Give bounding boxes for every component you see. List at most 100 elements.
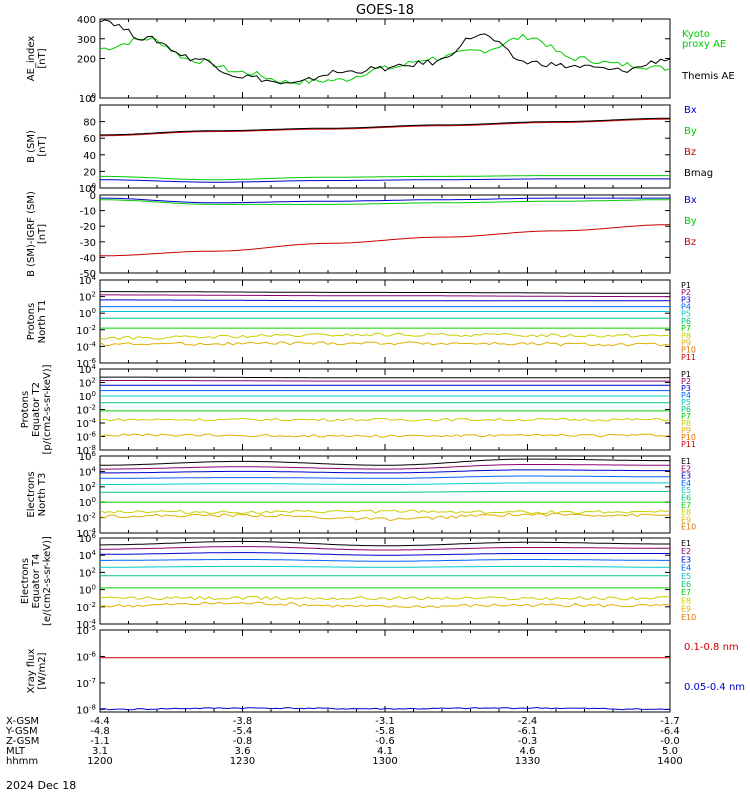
y-tick-label: -30 <box>80 238 96 249</box>
legend-label: P7 <box>681 324 691 333</box>
time-axis-value: -0.0 <box>660 736 680 747</box>
y-axis-label: [nT] <box>37 136 48 156</box>
time-axis: X-GSM -4.4 -3.8 -3.1 -2.4 -1.7 Y-GSM -4.8 -5.4 -5… <box>5 716 683 767</box>
y-tick-label: 10-4 <box>76 527 96 540</box>
legend-label: E1 <box>681 539 691 548</box>
y-axis-label: [nT] <box>37 224 48 244</box>
legend-label: E8 <box>681 508 691 517</box>
time-axis-value: -0.3 <box>518 736 538 747</box>
legend-label: E9 <box>681 515 691 524</box>
legend-label: E2 <box>681 464 691 473</box>
y-tick-label: 10-2 <box>76 512 96 525</box>
time-axis-value: -0.8 <box>233 736 253 747</box>
time-axis-value: 3.1 <box>92 746 108 757</box>
legend-label: E5 <box>681 572 691 581</box>
y-tick-label: 100 <box>79 390 96 403</box>
legend-label: P2 <box>681 288 691 297</box>
time-axis-value: -3.1 <box>375 716 395 727</box>
legend-label: P10 <box>681 433 696 442</box>
time-axis-row-label: MLT <box>6 746 26 757</box>
legend-label: P10 <box>681 346 696 355</box>
panel-8: 10-8 10-7 10-6 10-5 Xray flux [W/m2] 0.1-0.8 n… <box>26 624 745 716</box>
legend-label: P4 <box>681 391 691 400</box>
y-axis-label: [e/(cm2-s-sr-keV)] <box>42 536 53 626</box>
legend-label: E10 <box>681 523 696 532</box>
time-axis-value: 5.0 <box>662 746 678 757</box>
y-axis-label: North T3 <box>37 473 48 517</box>
legend-label: By <box>684 216 697 227</box>
y-tick-label: 10-4 <box>76 618 96 631</box>
y-axis-label: Equator T4 <box>31 554 42 609</box>
series-line <box>100 299 670 302</box>
time-axis-value: 1330 <box>515 756 540 767</box>
time-axis-value: 3.6 <box>235 746 251 757</box>
y-tick-label: 10-4 <box>76 340 96 353</box>
series-line <box>100 458 670 466</box>
y-axis-label: [p/(cm2-s-sr-keV)] <box>42 364 53 454</box>
y-tick-label: 0 <box>90 184 96 195</box>
series-line <box>100 540 670 547</box>
y-tick-label: 80 <box>83 118 96 129</box>
time-axis-value: -4.8 <box>90 726 110 737</box>
series-line <box>99 332 671 341</box>
legend-label: P11 <box>681 353 696 362</box>
series-line <box>100 552 670 556</box>
panel-frame <box>99 537 671 625</box>
legend-label: E7 <box>681 501 691 510</box>
legend-label: Bz <box>684 147 696 158</box>
y-axis-label: B (SM)-IGRF (SM) <box>26 191 37 277</box>
y-tick-label: 10-5 <box>76 624 96 637</box>
legend-label: Bmag <box>684 168 713 179</box>
legend-label: Kyoto <box>682 29 710 40</box>
y-tick-label: 10-4 <box>76 417 96 430</box>
legend-label: P1 <box>681 370 691 379</box>
legend-label: Bz <box>684 237 696 248</box>
series-line <box>100 482 670 485</box>
y-tick-label: 20 <box>83 167 96 178</box>
y-tick-label: 10-6 <box>76 431 96 444</box>
panel-4: 10-6 10-4 10-2 100 102 104 Protons North T1 P1P2… <box>26 274 696 370</box>
legend-label: E8 <box>681 596 691 605</box>
series-line <box>99 512 671 522</box>
series-line <box>100 376 670 379</box>
legend-label: P11 <box>681 440 696 449</box>
series-line <box>99 509 671 515</box>
legend-label: E6 <box>681 494 691 503</box>
y-axis-label: North T1 <box>37 300 48 344</box>
y-tick-label: 0 <box>90 191 96 202</box>
legend-label: By <box>684 126 697 137</box>
y-tick-label: 104 <box>79 549 97 562</box>
series-line <box>100 559 670 562</box>
legend-label: E3 <box>681 555 691 564</box>
series-line <box>100 565 670 568</box>
series-line <box>100 117 670 136</box>
time-axis-row-label: Z-GSM <box>6 736 39 747</box>
panel-frame <box>99 194 671 274</box>
legend-label: P3 <box>681 384 691 393</box>
legend-label: P8 <box>681 419 691 428</box>
y-tick-label: 100 <box>79 182 96 195</box>
y-tick-label: 200 <box>77 55 96 66</box>
legend-label: E6 <box>681 580 691 589</box>
time-axis-value: 1400 <box>657 756 682 767</box>
y-axis-label: Protons <box>26 303 37 340</box>
time-axis-value: -6.1 <box>518 726 538 737</box>
series-line <box>100 199 670 205</box>
y-tick-label: 10-2 <box>76 601 96 614</box>
time-axis-value: -4.4 <box>90 716 110 727</box>
panel-7: 10-4 10-2 100 102 104 106 Electrons Equator T4[… <box>20 532 696 631</box>
series-line <box>100 294 670 298</box>
y-axis-label: Electrons <box>26 471 37 517</box>
series-line <box>99 706 670 711</box>
y-tick-label: 400 <box>77 15 96 26</box>
legend-label: P1 <box>681 281 691 290</box>
time-axis-value: -1.1 <box>90 736 110 747</box>
series-line <box>100 291 670 294</box>
y-axis-label: [W/m2] <box>37 652 48 689</box>
y-tick-label: 102 <box>79 377 96 390</box>
series-line <box>100 469 670 474</box>
y-tick-label: 10-6 <box>76 650 96 663</box>
legend-label: E3 <box>681 472 691 481</box>
time-axis-value: -2.4 <box>518 716 538 727</box>
